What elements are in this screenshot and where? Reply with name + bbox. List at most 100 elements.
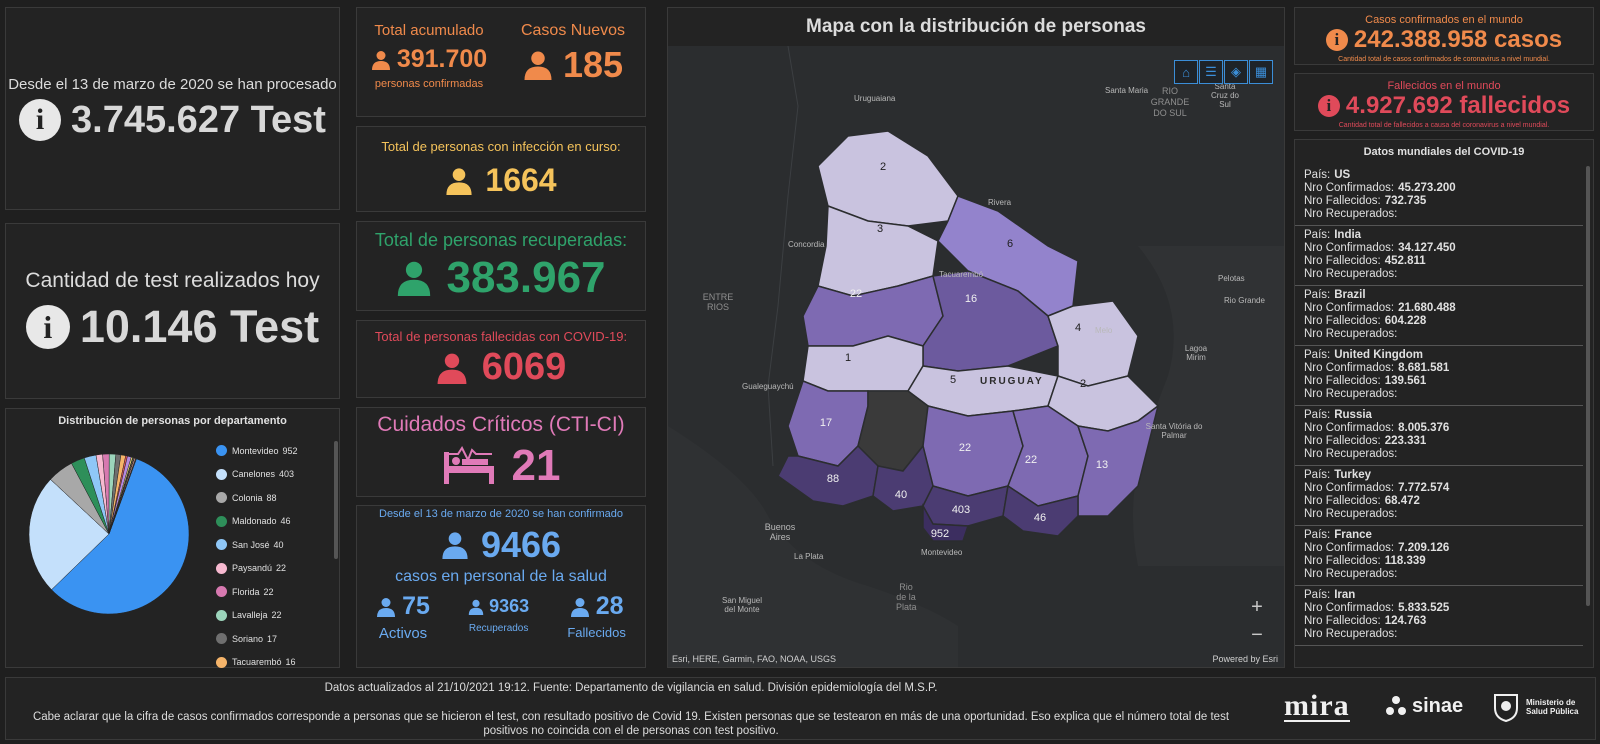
place-label: Santa Vitória do Palmar — [1145, 422, 1203, 440]
legend-item[interactable]: Tacuarembó 16 — [216, 651, 331, 672]
basemap-gallery-icon[interactable]: ▦ — [1249, 60, 1273, 84]
list-item[interactable]: País: India Nro Confirmados: 34.127.450 Nro … — [1295, 226, 1583, 286]
list-item-line: Nro Fallecidos: 223.331 — [1304, 435, 1574, 448]
field-label: Nro Recuperados: — [1304, 628, 1398, 640]
info-icon[interactable]: i — [25, 305, 70, 349]
msp-shield-icon — [1494, 694, 1518, 722]
deaths-value: 68.472 — [1384, 495, 1420, 507]
list-item-line: Nro Recuperados: — [1304, 508, 1574, 521]
field-label: Nro Fallecidos: — [1304, 195, 1381, 207]
info-icon[interactable]: i — [1317, 94, 1340, 117]
health-workers-panel: Desde el 13 de marzo de 2020 se han conf… — [356, 505, 646, 668]
field-label: Nro Recuperados: — [1304, 268, 1398, 280]
list-item-line: País: United Kingdom — [1304, 349, 1574, 362]
zoom-in-button[interactable]: + — [1251, 595, 1263, 618]
country-list[interactable]: País: US Nro Confirmados: 45.273.200 Nro Fal… — [1295, 166, 1583, 667]
pie-slice-flores[interactable] — [108, 458, 137, 535]
legend-item[interactable]: San José 40 — [216, 533, 331, 557]
legend-list-icon[interactable]: ☰ — [1199, 60, 1223, 84]
tests-value: 3.745.627 Test — [71, 98, 326, 141]
list-item-line: Nro Fallecidos: 68.472 — [1304, 495, 1574, 508]
info-icon[interactable]: i — [19, 99, 62, 141]
list-item[interactable]: País: United Kingdom Nro Confirmados: 8.681… — [1295, 346, 1583, 406]
world-cases-panel: Casos confirmados en el mundo i 242.388.… — [1294, 7, 1594, 65]
powered-by-esri[interactable]: Powered by Esri — [1212, 654, 1278, 664]
legend-item[interactable]: Montevideo 952 — [216, 439, 331, 463]
active-value: 1664 — [485, 162, 557, 198]
field-label: Nro Recuperados: — [1304, 448, 1398, 460]
list-item-line: Nro Confirmados: 45.273.200 — [1304, 182, 1574, 195]
legend-swatch — [216, 445, 227, 457]
legend-scrollbar[interactable] — [334, 441, 338, 559]
list-item[interactable]: País: Turkey Nro Confirmados: 7.772.574 Nro … — [1295, 466, 1583, 526]
confirmed-value: 45.273.200 — [1398, 182, 1456, 194]
region-value: 22 — [959, 442, 971, 454]
region-value: 16 — [965, 293, 977, 305]
list-item[interactable]: País: France Nro Confirmados: 7.209.126 Nro … — [1295, 526, 1583, 586]
pie-title: Distribución de personas por departament… — [58, 415, 287, 427]
layers-icon[interactable]: ◈ — [1224, 60, 1248, 84]
map-canvas[interactable]: 2 3 6 22 16 4 1 5 2 17 22 22 13 88 40 40… — [668, 46, 1284, 667]
legend-item[interactable]: Soriano 17 — [216, 627, 331, 651]
list-item[interactable]: País: US Nro Confirmados: 45.273.200 Nro Fal… — [1295, 166, 1583, 226]
confirmed-value: 8.005.376 — [1398, 422, 1450, 434]
legend-label: Soriano — [232, 633, 264, 644]
person-icon — [377, 597, 396, 617]
region-montevideo[interactable] — [922, 503, 970, 542]
list-item[interactable]: País: Iran Nro Confirmados: 5.833.525 Nro Fa… — [1295, 586, 1583, 646]
field-label: Nro Recuperados: — [1304, 328, 1398, 340]
pie-slice-canelones[interactable] — [28, 479, 110, 591]
pie-chart[interactable] — [24, 449, 194, 619]
legend-item[interactable]: Lavalleja 22 — [216, 604, 331, 628]
region-value: 40 — [895, 489, 907, 501]
list-item-line: Nro Recuperados: — [1304, 448, 1574, 461]
region-value: 2 — [1080, 378, 1086, 390]
deaths-value: 732.735 — [1384, 195, 1427, 207]
health-recovered-value: 9363 — [489, 596, 530, 616]
zoom-out-button[interactable]: − — [1251, 623, 1263, 646]
recovered-label: Total de personas recuperadas: — [374, 229, 628, 250]
map-title: Mapa con la distribución de personas — [668, 8, 1284, 46]
legend-value: 22 — [271, 610, 282, 621]
list-item-line: Nro Fallecidos: 604.228 — [1304, 315, 1574, 328]
rio-de-la-plata-water — [668, 426, 958, 667]
field-label: Nro Fallecidos: — [1304, 555, 1381, 567]
list-item[interactable]: País: Russia Nro Confirmados: 8.005.376 Nro … — [1295, 406, 1583, 466]
list-item-line: Nro Recuperados: — [1304, 628, 1574, 641]
legend-item[interactable]: Paysandú 22 — [216, 557, 331, 581]
world-deaths-title: Fallecidos en el mundo — [1387, 79, 1501, 92]
list-item-line: País: India — [1304, 229, 1574, 242]
legend-item[interactable]: Maldonado 46 — [216, 510, 331, 534]
legend-item[interactable]: Florida 22 — [216, 580, 331, 604]
region-florida[interactable] — [922, 405, 1024, 497]
place-label: Concordia — [788, 240, 825, 249]
info-icon[interactable]: i — [1325, 28, 1348, 51]
legend-label: Maldonado — [232, 516, 277, 527]
region-value: 6 — [1007, 238, 1013, 250]
region-cerro-largo[interactable] — [1047, 300, 1139, 387]
list-item-line: Nro Fallecidos: 732.735 — [1304, 195, 1574, 208]
health-active-value: 75 — [402, 592, 430, 620]
legend-item[interactable]: Colonia 88 — [216, 486, 331, 510]
legend-swatch — [216, 586, 227, 598]
pie-slice-montevideo[interactable] — [51, 458, 190, 615]
legend-item[interactable]: Canelones 403 — [216, 463, 331, 487]
new-cases-label: Casos Nuevos — [520, 22, 626, 39]
region-rocha[interactable] — [1076, 404, 1160, 517]
legend-swatch — [216, 633, 227, 645]
deaths-panel: Total de personas fallecidas con COVID-1… — [356, 320, 646, 398]
list-item-line: Nro Fallecidos: 452.811 — [1304, 255, 1574, 268]
atlantic-water — [1133, 246, 1284, 566]
list-item-line: Nro Confirmados: 7.209.126 — [1304, 542, 1574, 555]
pie-legend: Montevideo 952 Canelones 403 Colonia 88 Maldon… — [216, 439, 331, 671]
field-label: Nro Fallecidos: — [1304, 375, 1381, 387]
uruguay-map[interactable]: 2 3 6 22 16 4 1 5 2 17 22 22 13 88 40 40… — [668, 46, 1284, 667]
region-san-jose[interactable] — [872, 444, 934, 512]
list-item[interactable]: País: Brazil Nro Confirmados: 21.680.488 Nro… — [1295, 286, 1583, 346]
active-infections-panel: Total de personas con infección en curso… — [356, 126, 646, 212]
region-maldonado[interactable] — [1002, 484, 1079, 537]
home-icon[interactable]: ⌂ — [1174, 60, 1198, 84]
region-value: 88 — [827, 473, 839, 485]
region-value: 4 — [1075, 322, 1081, 334]
list-scrollbar[interactable] — [1586, 166, 1590, 606]
